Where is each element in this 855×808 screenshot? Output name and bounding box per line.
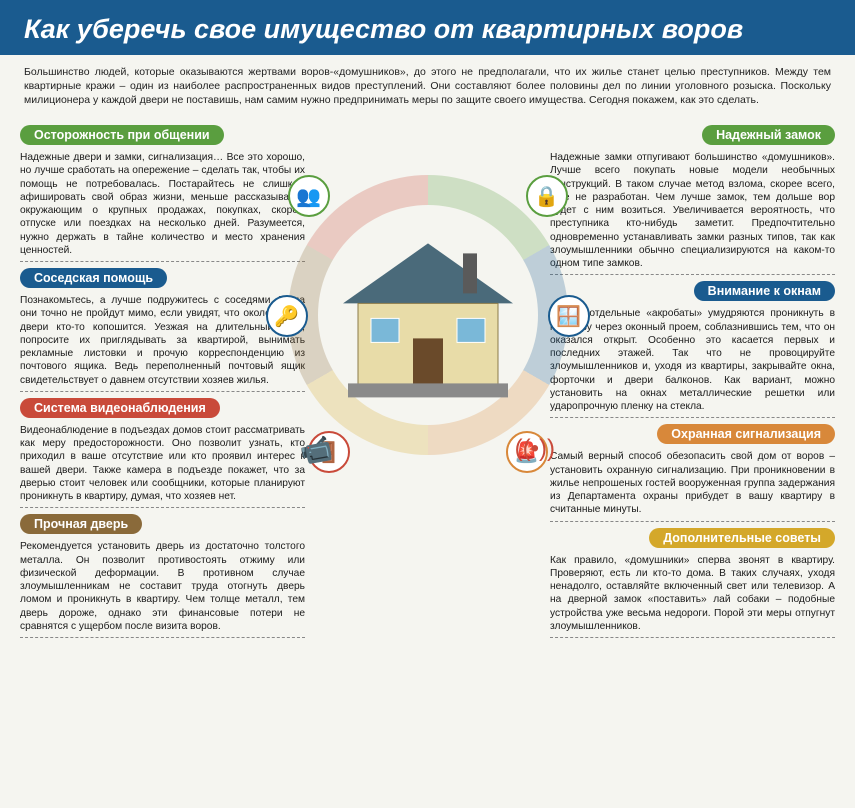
key-icon: 🔑 bbox=[266, 295, 308, 337]
motion-sensor-icon: ((•)) bbox=[515, 435, 555, 463]
section: Охранная сигнализация Самый верный способ… bbox=[550, 424, 835, 521]
center-illustration: 👥 🔒 🔑 🪟 🚪 🚨 bbox=[278, 165, 578, 465]
section-body: Познакомьтесь, а лучше подружитесь с сос… bbox=[20, 292, 305, 392]
camera-icon: 📹 bbox=[298, 432, 335, 468]
section-title: Соседская помощь bbox=[20, 268, 167, 288]
section: Надежный замок Надежные замки отпугивают … bbox=[550, 125, 835, 275]
section-title: Осторожность при общении bbox=[20, 125, 224, 145]
section-body: Как правило, «домушники» сперва звонят в… bbox=[550, 552, 835, 639]
lock-icon: 🔒 bbox=[526, 175, 568, 217]
section: Осторожность при общении Надежные двери и… bbox=[20, 125, 305, 262]
house-icon bbox=[333, 233, 523, 403]
section-title: Прочная дверь bbox=[20, 514, 142, 534]
section-body: Надежные двери и замки, сигнализация… Вс… bbox=[20, 149, 305, 262]
section-title: Охранная сигнализация bbox=[657, 424, 835, 444]
page-title: Как уберечь свое имущество от квартирных… bbox=[0, 0, 855, 55]
section: Соседская помощь Познакомьтесь, а лучше п… bbox=[20, 268, 305, 392]
right-column: Надежный замок Надежные замки отпугивают … bbox=[550, 125, 835, 644]
left-column: Осторожность при общении Надежные двери и… bbox=[20, 125, 305, 644]
section-body: Иногда отдельные «акробаты» умудряются п… bbox=[550, 305, 835, 418]
section-title: Дополнительные советы bbox=[649, 528, 835, 548]
window-icon: 🪟 bbox=[548, 295, 590, 337]
people-icon: 👥 bbox=[288, 175, 330, 217]
section-body: Видеонаблюдение в подъездах домов стоит … bbox=[20, 422, 305, 509]
section-title: Надежный замок bbox=[702, 125, 835, 145]
section-body: Надежные замки отпугивают большинство «д… bbox=[550, 149, 835, 275]
section-title: Внимание к окнам bbox=[694, 281, 835, 301]
section: Прочная дверь Рекомендуется установить дв… bbox=[20, 514, 305, 638]
section-title: Система видеонаблюдения bbox=[20, 398, 220, 418]
section: Система видеонаблюдения Видеонаблюдение в… bbox=[20, 398, 305, 509]
section: Внимание к окнам Иногда отдельные «акроба… bbox=[550, 281, 835, 418]
section-body: Рекомендуется установить дверь из достат… bbox=[20, 538, 305, 638]
intro-paragraph: Большинство людей, которые оказываются ж… bbox=[0, 55, 855, 116]
section: Дополнительные советы Как правило, «домуш… bbox=[550, 528, 835, 639]
section-body: Самый верный способ обезопасить свой дом… bbox=[550, 448, 835, 521]
